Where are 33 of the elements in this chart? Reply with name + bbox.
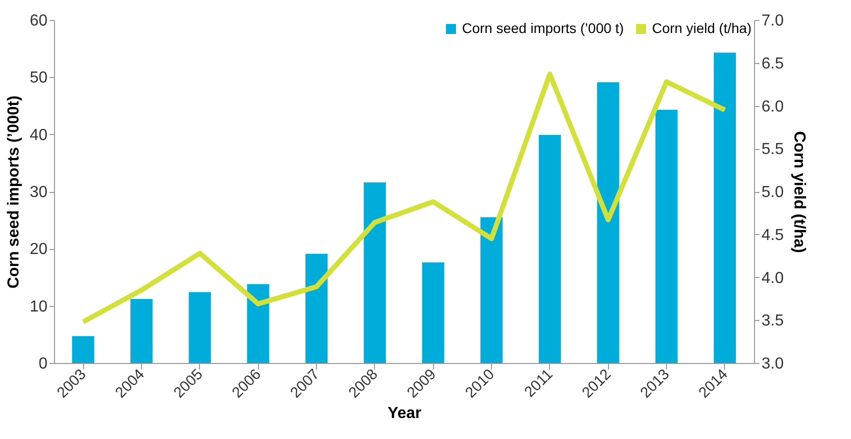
y2-axis-title: Corn yield (t/ha) bbox=[790, 131, 808, 253]
bar bbox=[655, 110, 678, 363]
y2-tick-label: 4.0 bbox=[762, 270, 784, 287]
bar bbox=[305, 254, 328, 363]
y2-tick-label: 6.0 bbox=[762, 98, 784, 116]
y2-tick-label: 5.5 bbox=[762, 141, 784, 158]
y2-tick-label: 4.5 bbox=[762, 226, 784, 244]
bar bbox=[247, 284, 270, 363]
x-axis-title: Year bbox=[388, 404, 422, 422]
y2-tick-label: 7.0 bbox=[762, 12, 784, 30]
y2-tick-label: 5.0 bbox=[762, 184, 784, 201]
bar bbox=[364, 182, 386, 363]
y2-tick-label: 3.0 bbox=[762, 356, 784, 372]
bar bbox=[72, 336, 94, 363]
y-tick-label: 40 bbox=[30, 126, 48, 144]
y-tick-label: 20 bbox=[30, 241, 48, 258]
y2-tick-label: 6.5 bbox=[762, 55, 784, 72]
y-tick-label: 10 bbox=[30, 298, 48, 316]
bar bbox=[538, 134, 561, 363]
y-axis-title: Corn seed imports (’000t) bbox=[6, 96, 23, 288]
bar bbox=[188, 292, 211, 363]
y-tick-label: 30 bbox=[30, 184, 48, 201]
bar bbox=[480, 217, 503, 363]
legend-label: Corn yield (t/ha) bbox=[652, 20, 752, 36]
y-tick-label: 0 bbox=[38, 356, 48, 372]
bar bbox=[130, 298, 153, 363]
bar bbox=[597, 82, 620, 363]
legend-label: Corn seed imports (’000 t) bbox=[462, 20, 624, 36]
y-tick-label: 60 bbox=[30, 12, 48, 30]
y-tick-label: 50 bbox=[30, 70, 48, 87]
y2-tick-label: 3.5 bbox=[762, 312, 784, 330]
bar bbox=[714, 52, 736, 363]
bar bbox=[422, 262, 444, 363]
